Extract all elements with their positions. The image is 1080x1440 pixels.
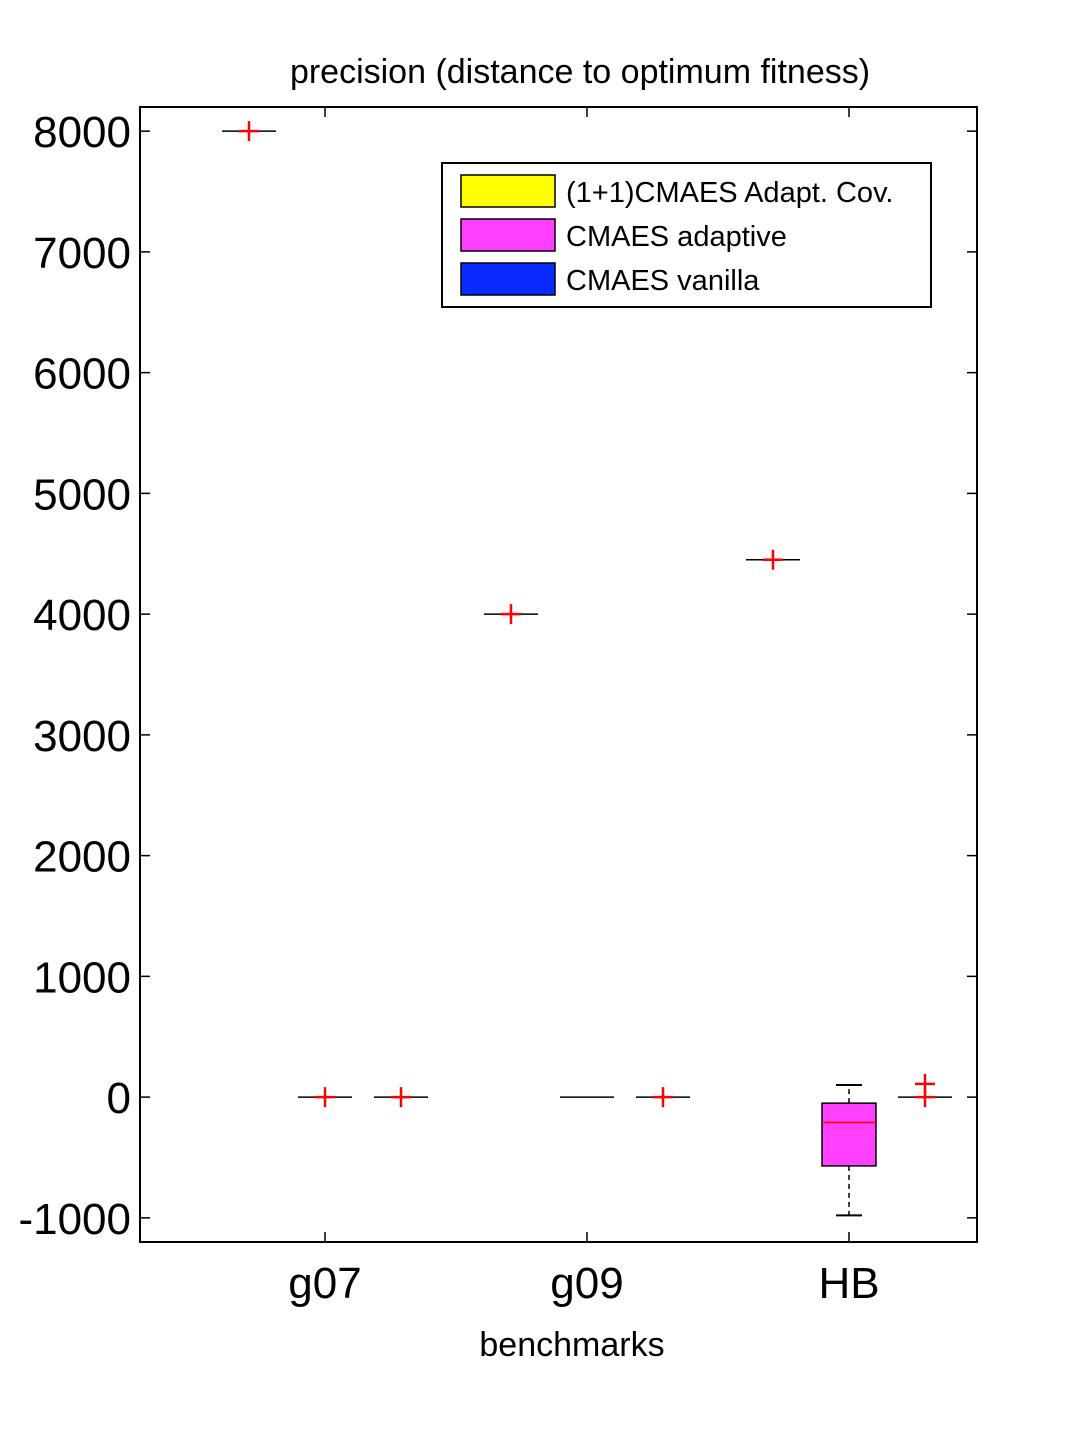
outlier-marker [315, 1087, 335, 1108]
x-tick-label: g07 [288, 1259, 361, 1308]
legend-label: CMAES adaptive [566, 221, 787, 253]
outlier-marker [501, 604, 521, 625]
y-tick-label: 3000 [33, 712, 131, 761]
outlier-marker [239, 121, 259, 142]
legend-label: (1+1)CMAES Adapt. Cov. [566, 177, 893, 209]
box [821, 1102, 877, 1167]
axis-ticks: -1000 0 1000 2000 3000 4000 5000 6000 7000 8000 g0… [18, 107, 977, 1308]
outlier-marker [653, 1087, 673, 1108]
legend-swatch [460, 218, 556, 252]
outlier-marker [915, 1073, 935, 1094]
legend-label: CMAES vanilla [566, 265, 760, 297]
legend-swatch [460, 262, 556, 296]
outlier-marker [763, 549, 783, 570]
y-tick-label: -1000 [18, 1195, 131, 1244]
y-tick-label: 1000 [33, 953, 131, 1002]
x-axis-label: benchmarks [479, 1326, 664, 1364]
y-tick-label: 2000 [33, 833, 131, 882]
y-tick-label: 7000 [33, 229, 131, 278]
y-tick-label: 0 [107, 1074, 131, 1123]
x-tick-label: g09 [550, 1259, 623, 1308]
y-tick-label: 6000 [33, 350, 131, 399]
x-tick-label: HB [818, 1259, 879, 1308]
box-series [222, 121, 952, 1217]
y-tick-label: 8000 [33, 108, 131, 157]
legend: (1+1)CMAES Adapt. Cov. CMAES adaptive CMAE… [441, 162, 932, 308]
outlier-marker [391, 1087, 411, 1108]
chart-title: precision (distance to optimum fitness) [290, 53, 870, 91]
y-tick-label: 5000 [33, 470, 131, 519]
y-tick-label: 4000 [33, 591, 131, 640]
plot-area-frame [139, 106, 978, 1243]
legend-swatch [460, 174, 556, 208]
